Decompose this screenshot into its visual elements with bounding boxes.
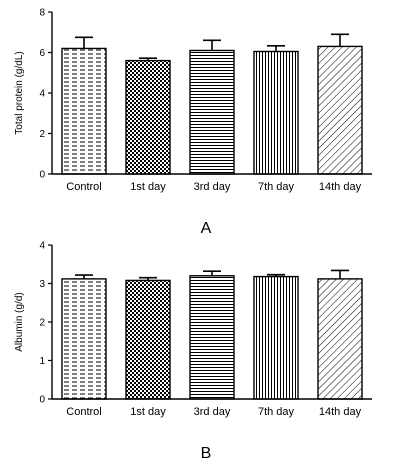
bar	[253, 275, 299, 400]
panel-label: B	[201, 445, 212, 462]
y-tick-label: 1	[39, 356, 45, 367]
bar	[189, 275, 235, 400]
x-tick-label: 1st day	[130, 406, 166, 418]
y-axis-title: Total protein (g/dL)	[14, 51, 25, 134]
y-tick-label: 0	[39, 170, 45, 181]
y-tick-label: 2	[39, 318, 45, 329]
y-tick-label: 4	[39, 89, 45, 100]
bar	[253, 50, 299, 175]
y-tick-label: 6	[39, 48, 45, 59]
bar	[317, 278, 363, 400]
bar	[61, 47, 107, 175]
bar	[125, 279, 171, 400]
chart-panel-a: Control 1st day 3rd day 7th day 14th day 0 2 4 6…	[14, 8, 372, 237]
y-axis-title: Albumin (g/d)	[14, 292, 25, 351]
y-tick-label: 4	[39, 241, 45, 252]
y-tick-label: 2	[39, 129, 45, 140]
chart-panel-b: Control 1st day 3rd day 7th day 14th day 0 1 2 3…	[14, 241, 372, 462]
y-tick-label: 8	[39, 8, 45, 19]
x-tick-label: 3rd day	[194, 406, 231, 418]
bar	[189, 49, 235, 175]
x-tick-label: 3rd day	[194, 181, 231, 193]
y-tick-label: 0	[39, 395, 45, 406]
panel-label: A	[201, 220, 212, 237]
bar	[61, 278, 107, 400]
x-tick-label: Control	[66, 181, 101, 193]
x-tick-label: 14th day	[319, 181, 362, 193]
x-tick-label: 7th day	[258, 406, 295, 418]
x-tick-label: Control	[66, 406, 101, 418]
y-tick-label: 3	[39, 279, 45, 290]
x-tick-label: 14th day	[319, 406, 362, 418]
x-tick-label: 1st day	[130, 181, 166, 193]
bar	[317, 45, 363, 175]
x-tick-label: 7th day	[258, 181, 295, 193]
bar	[125, 59, 171, 175]
